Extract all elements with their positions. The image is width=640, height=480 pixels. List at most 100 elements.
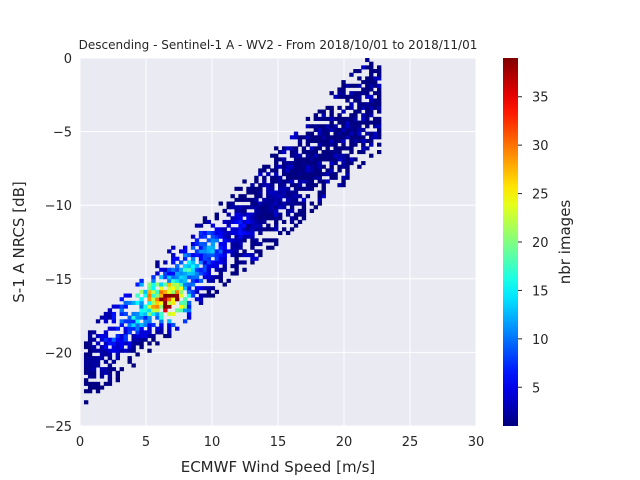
heatmap-cell — [266, 183, 271, 188]
heatmap-cell — [313, 157, 318, 162]
heatmap-cell — [254, 219, 259, 224]
heatmap-cell — [218, 260, 223, 265]
heatmap-cell — [123, 300, 128, 305]
heatmap-cell — [270, 212, 275, 217]
heatmap-cell — [198, 223, 204, 228]
heatmap-cell — [214, 238, 219, 243]
heatmap-cell — [147, 319, 152, 324]
heatmap-cell — [361, 127, 366, 132]
heatmap-cell — [206, 271, 212, 276]
heatmap-cell — [317, 131, 322, 136]
colorbar-label: nbr images — [556, 200, 574, 285]
heatmap-cell — [285, 161, 291, 166]
heatmap-cell — [293, 150, 299, 155]
heatmap-cell — [254, 194, 259, 199]
heatmap-cell — [131, 322, 136, 328]
heatmap-cell — [266, 172, 271, 177]
heatmap-cell — [313, 175, 318, 180]
heatmap-cell — [333, 124, 338, 129]
heatmap-cell — [222, 219, 227, 224]
heatmap-cell — [103, 381, 109, 386]
heatmap-cell — [226, 201, 231, 206]
heatmap-cell — [349, 146, 354, 151]
heatmap-cell — [274, 219, 279, 224]
heatmap-cell — [83, 378, 89, 383]
heatmap-cell — [210, 242, 216, 247]
heatmap-cell — [159, 311, 164, 316]
heatmap-cell — [258, 230, 263, 236]
heatmap-cell — [99, 385, 105, 390]
heatmap-cell — [135, 315, 140, 320]
heatmap-cell — [246, 227, 251, 232]
heatmap-cell — [242, 227, 247, 232]
heatmap-cell — [246, 230, 251, 236]
heatmap-cell — [115, 304, 120, 309]
heatmap-cell — [274, 168, 279, 173]
heatmap-cell — [115, 326, 120, 331]
heatmap-cell — [230, 216, 235, 221]
heatmap-cell — [293, 131, 299, 136]
heatmap-cell — [143, 289, 148, 294]
heatmap-cell — [369, 135, 374, 140]
heatmap-cell — [238, 230, 243, 236]
heatmap-cell — [155, 308, 160, 313]
heatmap-cell — [281, 179, 287, 184]
heatmap-cell — [325, 179, 330, 184]
heatmap-cell — [214, 216, 219, 221]
heatmap-cell — [111, 341, 117, 346]
heatmap-cell — [202, 271, 208, 276]
heatmap-cell — [250, 183, 255, 188]
heatmap-cell — [274, 172, 279, 177]
heatmap-cell — [111, 311, 117, 316]
heatmap-cell — [357, 109, 362, 114]
heatmap-cell — [281, 146, 287, 151]
heatmap-cell — [107, 356, 113, 361]
heatmap-cell — [83, 381, 89, 386]
heatmap-cell — [353, 91, 358, 96]
heatmap-cell — [365, 120, 370, 125]
heatmap-cell — [357, 164, 362, 169]
heatmap-cell — [369, 69, 374, 74]
heatmap-cell — [274, 223, 279, 228]
heatmap-cell — [297, 135, 303, 140]
heatmap-cell — [349, 131, 354, 136]
heatmap-cell — [198, 271, 204, 276]
heatmap-cell — [139, 326, 144, 331]
heatmap-cell — [337, 183, 342, 188]
heatmap-cell — [254, 208, 259, 213]
heatmap-cell — [274, 238, 279, 243]
heatmap-cell — [365, 76, 370, 81]
heatmap-cell — [321, 116, 326, 121]
heatmap-cell — [254, 197, 259, 202]
heatmap-cell — [234, 197, 239, 202]
heatmap-cell — [297, 164, 303, 169]
heatmap-cell — [222, 264, 227, 269]
heatmap-cell — [171, 286, 176, 291]
heatmap-cell — [329, 109, 334, 114]
heatmap-cell — [341, 109, 346, 114]
heatmap-cell — [369, 98, 374, 103]
heatmap-cell — [171, 275, 176, 280]
heatmap-cell — [278, 194, 283, 199]
heatmap-cell — [206, 253, 212, 258]
heatmap-cell — [305, 179, 311, 184]
heatmap-cell — [325, 105, 330, 110]
heatmap-cell — [289, 135, 295, 140]
heatmap-cell — [99, 352, 105, 357]
heatmap-cell — [266, 190, 271, 195]
heatmap-cell — [270, 179, 275, 184]
heatmap-cell — [377, 142, 382, 147]
heatmap-cell — [357, 69, 362, 74]
heatmap-cell — [274, 153, 279, 158]
heatmap-cell — [151, 297, 156, 302]
heatmap-cell — [206, 245, 212, 250]
heatmap-cell — [230, 230, 235, 236]
heatmap-cell — [242, 208, 247, 213]
heatmap-cell — [345, 98, 350, 103]
heatmap-cell — [222, 249, 227, 254]
y-tick-label: −5 — [53, 126, 72, 141]
heatmap-cell — [246, 212, 251, 217]
heatmap-cell — [182, 249, 188, 254]
heatmap-cell — [135, 300, 140, 305]
heatmap-cell — [317, 164, 322, 169]
